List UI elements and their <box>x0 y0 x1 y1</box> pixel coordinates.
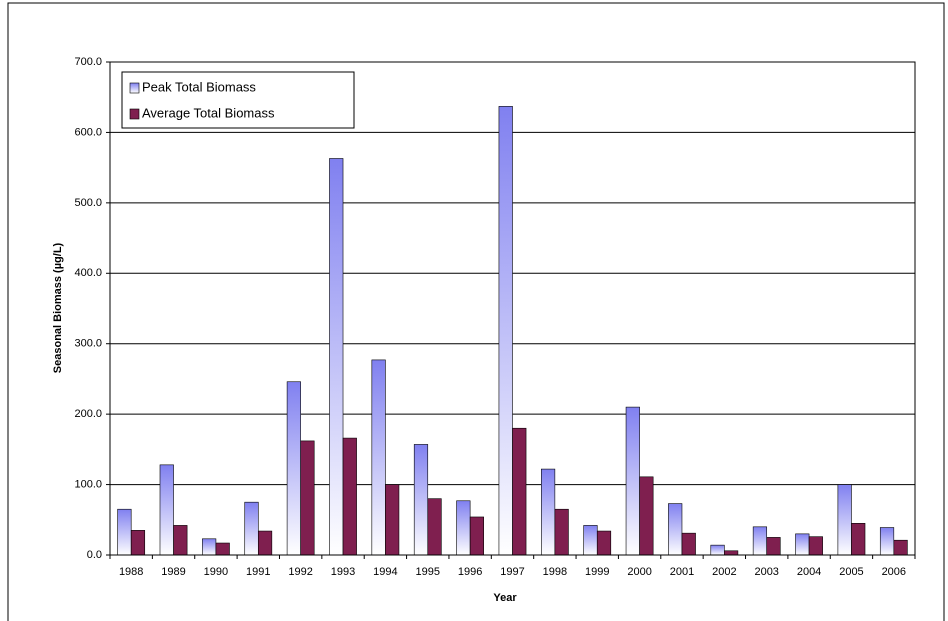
plot-border <box>109 61 916 556</box>
x-tick-label: 1996 <box>458 566 482 578</box>
bar <box>512 427 527 556</box>
y-tick-label: 700.0 <box>74 56 102 68</box>
bar <box>329 158 344 556</box>
chart-frame <box>7 2 945 621</box>
x-tick-label: 2001 <box>670 566 694 578</box>
bar <box>427 498 442 556</box>
bar <box>300 440 315 556</box>
bar <box>215 542 230 556</box>
x-tick-label: 1995 <box>416 566 440 578</box>
bar <box>456 500 471 556</box>
bar <box>257 530 273 556</box>
x-tick-label: 2003 <box>754 566 778 578</box>
bar <box>681 532 696 556</box>
x-axis-title: Year <box>493 592 517 604</box>
y-tick-label: 0.0 <box>87 549 102 561</box>
y-axis-title: Seasonal Biomass (µg/L) <box>52 242 64 373</box>
legend-swatch <box>129 82 140 94</box>
bar <box>639 476 654 556</box>
bar <box>202 538 217 556</box>
bar <box>625 406 640 556</box>
bar <box>498 106 513 556</box>
x-tick-label: 1992 <box>288 566 312 578</box>
legend-box <box>121 71 355 129</box>
bar <box>130 530 146 556</box>
bar <box>173 525 188 556</box>
bar <box>710 544 725 556</box>
bar <box>596 530 612 556</box>
legend-swatch <box>129 108 140 120</box>
bar <box>893 539 908 556</box>
bar <box>766 537 781 556</box>
x-tick-label: 1991 <box>246 566 270 578</box>
x-tick-label: 1990 <box>204 566 228 578</box>
y-tick-label: 600.0 <box>74 126 102 138</box>
x-tick-label: 2004 <box>797 566 821 578</box>
y-tick-label: 300.0 <box>74 338 102 350</box>
bar <box>469 516 484 556</box>
y-tick-label: 500.0 <box>74 197 102 209</box>
bar <box>159 464 174 556</box>
x-tick-label: 1994 <box>373 566 397 578</box>
bar <box>371 359 386 556</box>
bar <box>342 437 357 556</box>
bar <box>752 526 768 556</box>
bar <box>668 503 683 556</box>
bar <box>244 501 259 556</box>
x-tick-label: 1989 <box>161 566 185 578</box>
x-tick-label: 2006 <box>882 566 906 578</box>
x-tick-label: 1998 <box>543 566 567 578</box>
bar <box>795 533 810 556</box>
y-tick-label: 100.0 <box>74 478 102 490</box>
legend-label: Peak Total Biomass <box>142 79 256 94</box>
y-tick-label: 200.0 <box>74 408 102 420</box>
y-tick-label: 400.0 <box>74 267 102 279</box>
bar <box>413 444 429 556</box>
x-tick-label: 1988 <box>119 566 143 578</box>
bar <box>554 508 569 556</box>
x-tick-label: 2002 <box>712 566 736 578</box>
x-tick-label: 1997 <box>500 566 524 578</box>
legend-label: Average Total Biomass <box>142 105 275 120</box>
bar <box>385 484 400 556</box>
bar <box>851 523 866 556</box>
bar <box>286 381 301 556</box>
bar <box>808 536 823 556</box>
bar <box>541 468 556 556</box>
x-tick-label: 2005 <box>839 566 863 578</box>
bar <box>583 525 598 556</box>
bar <box>724 550 739 556</box>
bar <box>879 527 895 556</box>
x-tick-label: 1993 <box>331 566 355 578</box>
bar <box>837 484 852 556</box>
x-tick-label: 1999 <box>585 566 609 578</box>
x-tick-label: 2000 <box>627 566 651 578</box>
bar <box>117 508 132 556</box>
